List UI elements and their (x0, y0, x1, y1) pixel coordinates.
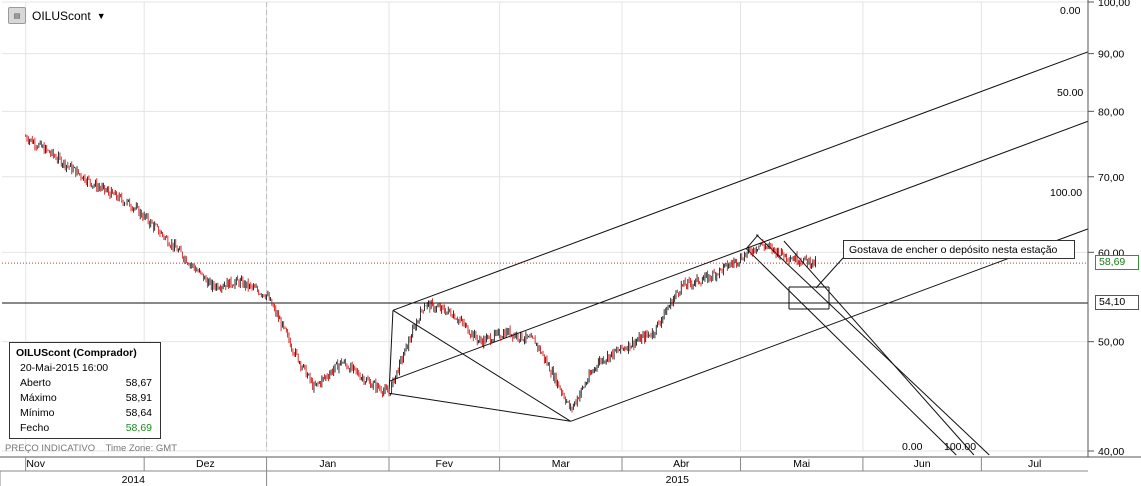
pitchfork-median-line (388, 120, 1089, 382)
price-tick-label: 40,00 (1098, 446, 1124, 458)
channel-level-label-start: 0.00 (902, 441, 923, 453)
pitchfork-handle-diag (392, 309, 571, 422)
year-label: 2015 (666, 474, 690, 486)
month-label: Dez (196, 458, 215, 470)
pitchfork-handle-left (388, 310, 394, 394)
price-tick-label: 70,00 (1098, 172, 1124, 184)
pitchfork-upper-line (392, 51, 1089, 311)
info-row-low: Mínimo 58,64 (20, 407, 152, 419)
channel-level-label-end: 100.00 (944, 441, 976, 453)
info-row-close: Fecho 58,69 (20, 422, 152, 434)
year-label: 2014 (122, 474, 146, 486)
indicative-price-label: PREÇO INDICATIVO (5, 443, 96, 454)
timezone-label: Time Zone: GMT (105, 443, 177, 454)
pitchfork-level-label-mid: 50.00 (1057, 87, 1083, 99)
month-label: Mar (552, 458, 571, 470)
annotation-pointer (815, 257, 844, 289)
channel-top-left (745, 234, 759, 249)
pitchfork-level-label-top: 0.00 (1060, 5, 1081, 17)
pitchfork-lower-line (570, 228, 1089, 422)
price-tick-label: 80,00 (1098, 106, 1124, 118)
info-row-high: Máximo 58,91 (20, 392, 152, 404)
time-axis: Nov Dez Jan Fev Mar Abr Mai Jun Jul 2014 2015 (0, 456, 1141, 486)
month-label: Nov (26, 458, 45, 470)
chart-footnote: PREÇO INDICATIVO Time Zone: GMT (5, 443, 185, 454)
chart-annotation[interactable]: Gostava de encher o depósito nesta estaç… (843, 240, 1075, 259)
level-price-badge: 54,10 (1095, 295, 1139, 310)
symbol-name: OILUScont (32, 8, 91, 23)
month-label: Jan (319, 458, 336, 470)
month-label: Fev (436, 458, 454, 470)
chevron-down-icon[interactable]: ▼ (96, 10, 106, 21)
chart-symbol-icon: ▤ (8, 7, 26, 24)
chart-drawings (2, 51, 1089, 456)
ohlc-info-box: OILUScont (Comprador) 20-Mai-2015 16:00 … (9, 342, 161, 439)
channel-line-3 (783, 240, 975, 456)
info-date: 20-Mai-2015 16:00 (20, 362, 109, 374)
month-label: Jul (1028, 458, 1041, 470)
symbol-selector[interactable]: ▤ OILUScont ▼ (8, 7, 106, 24)
price-tick-label: 100,00 (1098, 0, 1130, 9)
info-title: OILUScont (Comprador) (16, 347, 137, 359)
pitchfork-level-label-bottom: 100.00 (1050, 187, 1082, 199)
month-label: Mai (793, 458, 810, 470)
chart-grid (2, 1, 1088, 452)
price-tick-label: 50,00 (1098, 337, 1124, 349)
info-row-open: Aberto 58,67 (20, 377, 152, 389)
month-label: Jun (914, 458, 931, 470)
month-label: Abr (673, 458, 690, 470)
current-price-badge: 58,69 (1095, 255, 1139, 270)
channel-line-1 (755, 234, 990, 456)
channel-line-2 (745, 248, 957, 456)
candlestick-series (25, 134, 816, 413)
price-tick-label: 90,00 (1098, 49, 1124, 61)
pitchfork-base (388, 392, 571, 422)
level-labels: 0.00 50.00 100.00 0.00 100.00 (902, 5, 1083, 453)
price-axis-bg (1088, 0, 1141, 457)
